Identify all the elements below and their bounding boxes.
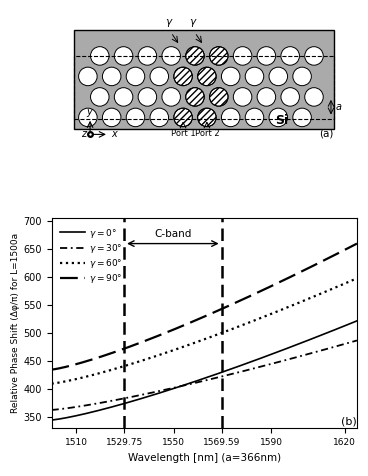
Circle shape xyxy=(269,108,287,127)
Circle shape xyxy=(126,67,145,86)
Circle shape xyxy=(186,47,204,65)
Legend: $\gamma=0°$, $\gamma=30°$, $\gamma=60°$, $\gamma=90°$: $\gamma=0°$, $\gamma=30°$, $\gamma=60°$,… xyxy=(56,223,127,289)
Circle shape xyxy=(245,108,264,127)
Circle shape xyxy=(257,88,276,106)
Circle shape xyxy=(281,88,300,106)
Circle shape xyxy=(269,67,287,86)
Circle shape xyxy=(114,47,133,65)
Circle shape xyxy=(91,47,109,65)
Circle shape xyxy=(233,47,252,65)
Circle shape xyxy=(245,67,264,86)
Circle shape xyxy=(138,88,157,106)
Text: $y$: $y$ xyxy=(86,107,94,119)
Text: C-band: C-band xyxy=(154,229,192,239)
Circle shape xyxy=(222,108,240,127)
Text: $x$: $x$ xyxy=(111,129,119,139)
Circle shape xyxy=(233,88,252,106)
Circle shape xyxy=(79,67,97,86)
Circle shape xyxy=(257,47,276,65)
Text: $\gamma$: $\gamma$ xyxy=(165,17,174,29)
Text: (b): (b) xyxy=(341,416,357,426)
Circle shape xyxy=(102,108,121,127)
Circle shape xyxy=(293,67,311,86)
Circle shape xyxy=(198,67,216,86)
Circle shape xyxy=(150,108,169,127)
Circle shape xyxy=(305,47,323,65)
Text: Port 1: Port 1 xyxy=(171,129,195,138)
Circle shape xyxy=(209,88,228,106)
Circle shape xyxy=(198,108,216,127)
Text: $a$: $a$ xyxy=(335,102,343,112)
Circle shape xyxy=(281,47,300,65)
Text: $z$: $z$ xyxy=(81,129,88,139)
Circle shape xyxy=(126,108,145,127)
Circle shape xyxy=(79,108,97,127)
Circle shape xyxy=(114,88,133,106)
Circle shape xyxy=(150,67,169,86)
Circle shape xyxy=(222,67,240,86)
X-axis label: Wavelength [nm] (a=366nm): Wavelength [nm] (a=366nm) xyxy=(128,453,281,463)
Circle shape xyxy=(162,88,180,106)
Circle shape xyxy=(209,47,228,65)
Circle shape xyxy=(174,108,192,127)
Circle shape xyxy=(102,67,121,86)
Circle shape xyxy=(186,88,204,106)
Text: Si: Si xyxy=(275,114,288,127)
Text: (a): (a) xyxy=(319,129,333,139)
Y-axis label: Relative Phase Shift (Δφ/π) for L=1500a: Relative Phase Shift (Δφ/π) for L=1500a xyxy=(11,233,20,414)
Circle shape xyxy=(293,108,311,127)
Circle shape xyxy=(138,47,157,65)
Circle shape xyxy=(174,67,192,86)
Bar xyxy=(74,57,334,119)
Circle shape xyxy=(162,47,180,65)
Bar xyxy=(74,30,334,129)
Circle shape xyxy=(305,88,323,106)
Circle shape xyxy=(91,88,109,106)
Text: $\gamma$: $\gamma$ xyxy=(189,17,198,29)
Text: Port 2: Port 2 xyxy=(195,129,219,138)
